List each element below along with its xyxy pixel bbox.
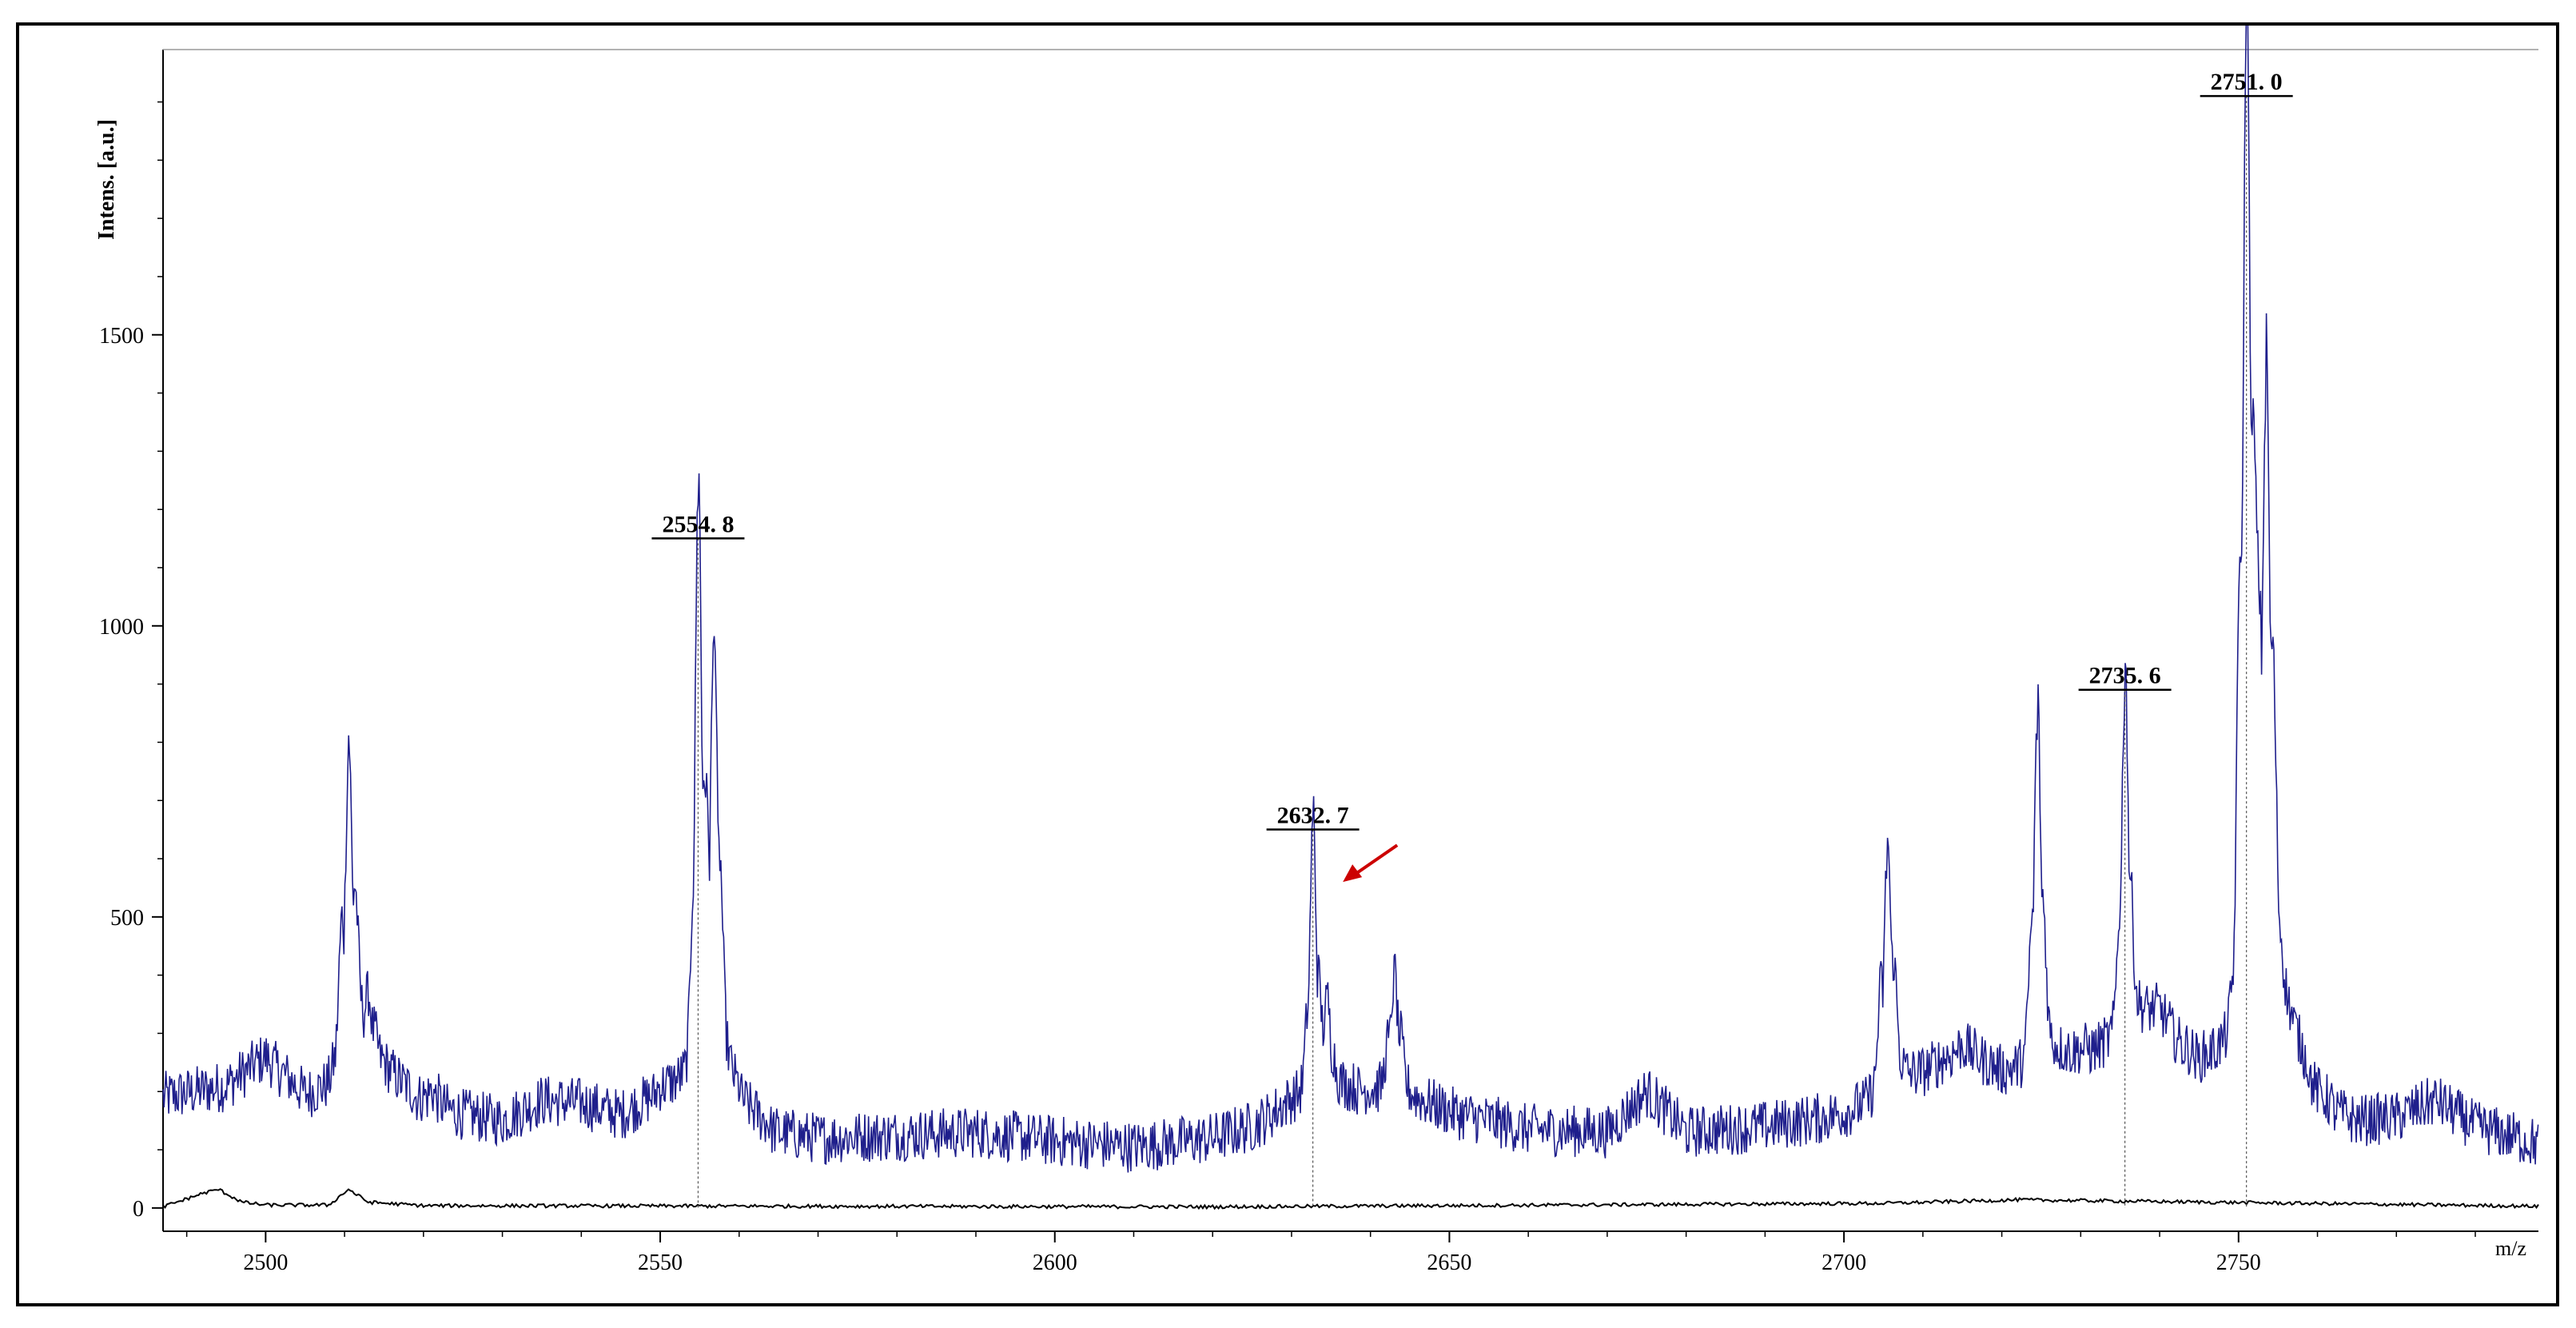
tick-marks: 0 500 1000 1500 2500 2550 2600 2650 2700 2750 [99, 101, 2476, 1275]
spectrum-series [162, 26, 2539, 1173]
y-tick-label-500: 500 [110, 906, 144, 931]
x-tick-label-2700: 2700 [1822, 1250, 1866, 1275]
y-tick-label-1500: 1500 [99, 324, 144, 349]
y-axis-label: Intens. [a.u.] [94, 119, 119, 240]
mass-spectrum-chart: 0 500 1000 1500 2500 2550 2600 2650 2700 2750 255… [94, 26, 2539, 1275]
axes [162, 49, 2538, 1232]
baseline-series [162, 1188, 2539, 1210]
y-tick-label-1000: 1000 [99, 615, 144, 640]
x-tick-label-2600: 2600 [1033, 1250, 1077, 1275]
peak-label: 2554. 8 [662, 511, 734, 537]
peak-annotations: 2554. 8 2632. 7 2735. 6 2751. 0 [651, 69, 2293, 1208]
x-axis-label: m/z [2495, 1237, 2526, 1260]
peak-label: 2751. 0 [2211, 69, 2283, 95]
x-tick-label-2550: 2550 [638, 1250, 683, 1275]
red-arrow-shaft [1349, 843, 1399, 879]
x-tick-label-2750: 2750 [2216, 1250, 2261, 1275]
y-tick-label-0: 0 [133, 1197, 144, 1222]
red-arrow-head [1343, 864, 1363, 883]
peak-label: 2735. 6 [2089, 663, 2161, 689]
x-tick-label-2500: 2500 [243, 1250, 288, 1275]
spectrum-traces [162, 26, 2539, 1210]
x-tick-label-2650: 2650 [1427, 1250, 1471, 1275]
figure-frame: 0 500 1000 1500 2500 2550 2600 2650 2700 2750 255… [16, 22, 2559, 1306]
peak-label: 2632. 7 [1277, 802, 1349, 828]
